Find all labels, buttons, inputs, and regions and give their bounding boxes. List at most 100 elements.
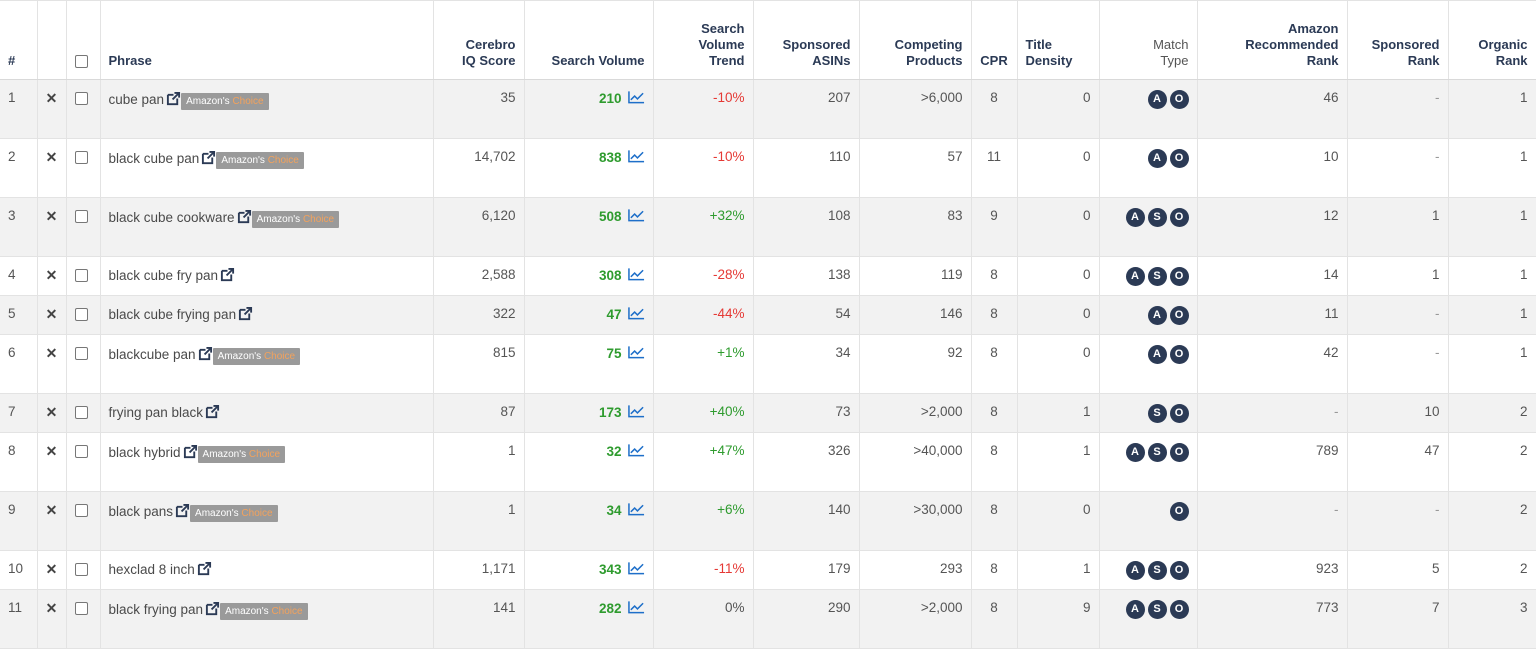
- external-link-icon[interactable]: [198, 346, 213, 361]
- external-link-icon[interactable]: [166, 91, 181, 106]
- amazon-rec-rank-value: 773: [1315, 600, 1339, 615]
- row-checkbox[interactable]: [74, 601, 88, 615]
- close-icon[interactable]: ✕: [45, 404, 58, 420]
- iq-score-cell: 322: [433, 295, 525, 335]
- row-checkbox[interactable]: [74, 150, 88, 164]
- sv-trend-value: +1%: [717, 345, 745, 360]
- col-header-sponsored-asins[interactable]: Sponsored ASINs: [753, 0, 860, 80]
- close-icon[interactable]: ✕: [45, 306, 58, 322]
- col-header-competing-products[interactable]: Competing Products: [859, 0, 972, 80]
- trend-chart-icon[interactable]: [627, 267, 645, 281]
- close-icon[interactable]: ✕: [45, 149, 58, 165]
- trend-chart-icon[interactable]: [627, 561, 645, 575]
- remove-keyword-button[interactable]: ✕: [37, 589, 67, 649]
- trend-chart-icon[interactable]: [627, 208, 645, 222]
- select-all-checkbox[interactable]: [74, 55, 88, 69]
- table-row[interactable]: 4 ✕ black cube fry pan 2,588 308 -28% 13…: [0, 256, 1536, 296]
- remove-keyword-button[interactable]: ✕: [37, 256, 67, 296]
- remove-keyword-button[interactable]: ✕: [37, 432, 67, 492]
- remove-keyword-button[interactable]: ✕: [37, 138, 67, 198]
- table-row[interactable]: 5 ✕ black cube frying pan 322 47 -44% 54…: [0, 295, 1536, 335]
- table-row[interactable]: 11 ✕ black frying pan Amazon's Choice 141…: [0, 589, 1536, 649]
- row-checkbox[interactable]: [74, 91, 88, 105]
- remove-keyword-button[interactable]: ✕: [37, 393, 67, 433]
- sv-trend-value: +47%: [709, 443, 745, 458]
- external-link-icon[interactable]: [201, 150, 216, 165]
- row-checkbox[interactable]: [74, 562, 88, 576]
- trend-chart-icon[interactable]: [627, 443, 645, 457]
- row-checkbox[interactable]: [74, 444, 88, 458]
- external-link-icon[interactable]: [183, 444, 198, 459]
- match-type-a-icon: A: [1147, 345, 1167, 364]
- table-row[interactable]: 1 ✕ cube pan Amazon's Choice 35 210 -10% …: [0, 79, 1536, 139]
- external-link-icon[interactable]: [205, 404, 220, 419]
- remove-keyword-button[interactable]: ✕: [37, 550, 67, 590]
- col-header-sponsored-rank[interactable]: Sponsored Rank: [1347, 0, 1449, 80]
- competing-products-cell: >2,000: [859, 589, 972, 649]
- table-row[interactable]: 6 ✕ blackcube pan Amazon's Choice 815 75 …: [0, 334, 1536, 394]
- close-icon[interactable]: ✕: [45, 208, 58, 224]
- col-header-match-type[interactable]: Match Type: [1099, 0, 1198, 80]
- close-icon[interactable]: ✕: [45, 90, 58, 106]
- external-link-icon[interactable]: [238, 306, 253, 321]
- col-header-amazon-rec-rank[interactable]: Amazon Recommended Rank: [1197, 0, 1348, 80]
- col-header-phrase[interactable]: Phrase: [100, 0, 434, 80]
- col-header-iq-score[interactable]: Cerebro IQ Score: [433, 0, 525, 80]
- remove-keyword-button[interactable]: ✕: [37, 197, 67, 257]
- col-header-cpr[interactable]: CPR: [971, 0, 1018, 80]
- competing-products-cell: >30,000: [859, 491, 972, 551]
- external-link-icon[interactable]: [197, 561, 212, 576]
- table-row[interactable]: 3 ✕ black cube cookware Amazon's Choice 6…: [0, 197, 1536, 257]
- external-link-icon[interactable]: [220, 267, 235, 282]
- search-volume-value: 75: [606, 346, 622, 361]
- external-link-icon[interactable]: [205, 601, 220, 616]
- col-header-num[interactable]: #: [0, 0, 38, 80]
- trend-chart-icon[interactable]: [627, 404, 645, 418]
- close-icon[interactable]: ✕: [45, 600, 58, 616]
- external-link-icon[interactable]: [237, 209, 252, 224]
- col-header-sv-trend[interactable]: Search Volume Trend: [653, 0, 754, 80]
- col-header-title-density[interactable]: Title Density: [1017, 0, 1100, 80]
- row-checkbox[interactable]: [74, 503, 88, 517]
- trend-chart-icon[interactable]: [627, 149, 645, 163]
- match-type-o-icon: O: [1169, 208, 1189, 227]
- remove-keyword-button[interactable]: ✕: [37, 295, 67, 335]
- close-icon[interactable]: ✕: [45, 345, 58, 361]
- phrase-text: frying pan black: [108, 405, 204, 420]
- trend-chart-icon[interactable]: [627, 600, 645, 614]
- remove-keyword-button[interactable]: ✕: [37, 334, 67, 394]
- table-row[interactable]: 10 ✕ hexclad 8 inch 1,171 343 -11% 179 2…: [0, 550, 1536, 590]
- close-icon[interactable]: ✕: [45, 561, 58, 577]
- trend-chart-icon[interactable]: [627, 502, 645, 516]
- iq-score-cell: 14,702: [433, 138, 525, 198]
- amazons-choice-badge: Amazon's Choice: [251, 211, 340, 228]
- close-icon[interactable]: ✕: [45, 502, 58, 518]
- sv-trend-cell: -10%: [653, 79, 754, 139]
- col-header-organic-rank[interactable]: Organic Rank: [1448, 0, 1536, 80]
- table-row[interactable]: 7 ✕ frying pan black 87 173 +40% 73 >2,0…: [0, 393, 1536, 433]
- trend-chart-icon[interactable]: [627, 345, 645, 359]
- row-checkbox[interactable]: [74, 405, 88, 419]
- close-icon[interactable]: ✕: [45, 267, 58, 283]
- remove-keyword-button[interactable]: ✕: [37, 491, 67, 551]
- row-checkbox[interactable]: [74, 307, 88, 321]
- match-type-o-icon: O: [1169, 267, 1189, 286]
- match-type-a-icon: A: [1125, 267, 1145, 286]
- row-checkbox[interactable]: [74, 209, 88, 223]
- external-link-icon[interactable]: [175, 503, 190, 518]
- row-checkbox[interactable]: [74, 346, 88, 360]
- table-row[interactable]: 2 ✕ black cube pan Amazon's Choice 14,702…: [0, 138, 1536, 198]
- trend-chart-icon[interactable]: [627, 306, 645, 320]
- amazon-rec-rank-cell: 11: [1197, 295, 1348, 335]
- trend-chart-icon[interactable]: [627, 90, 645, 104]
- table-row[interactable]: 8 ✕ black hybrid Amazon's Choice 1 32 +47…: [0, 432, 1536, 492]
- row-checkbox[interactable]: [74, 268, 88, 282]
- table-row[interactable]: 9 ✕ black pans Amazon's Choice 1 34 +6% 1…: [0, 491, 1536, 551]
- col-header-search-volume[interactable]: Search Volume: [524, 0, 654, 80]
- remove-keyword-button[interactable]: ✕: [37, 79, 67, 139]
- close-icon[interactable]: ✕: [45, 443, 58, 459]
